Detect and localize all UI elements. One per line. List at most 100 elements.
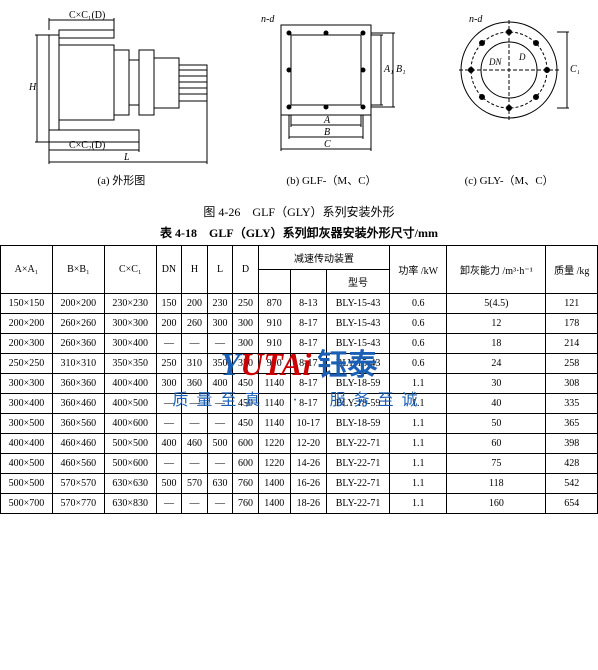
table-row: 150×150200×200230×2301502002302508708-13… — [1, 294, 598, 314]
cell-head: 1140 — [258, 394, 290, 414]
th-cap: 卸灰能力 /m³·h⁻¹ — [447, 246, 546, 294]
cell-cc1: 400×600 — [104, 414, 156, 434]
cell-h: 570 — [182, 474, 208, 494]
cell-d: 600 — [233, 434, 259, 454]
cell-model: BLY-22-71 — [326, 474, 389, 494]
cell-model: BLY-22-71 — [326, 454, 389, 474]
cell-d: 450 — [233, 414, 259, 434]
cell-h: 260 — [182, 314, 208, 334]
cell-model: BLY-15-43 — [326, 354, 389, 374]
cell-model: BLY-18-59 — [326, 414, 389, 434]
th-cc1: C×C₁ — [104, 246, 156, 294]
diagram-c-label: (c) GLY-（M、C） — [439, 172, 579, 188]
cell-kg: 428 — [546, 454, 598, 474]
th-aa1: A×A₁ — [1, 246, 53, 294]
cell-cap: 75 — [447, 454, 546, 474]
cell-aa1: 200×200 — [1, 314, 53, 334]
cell-cc1: 350×350 — [104, 354, 156, 374]
dim-C: C — [324, 139, 331, 150]
cell-bb1: 460×560 — [52, 454, 104, 474]
diagram-b: n-d A₁ B₁ A B C (b) GLF-（M、C） — [251, 10, 411, 190]
th-d: D — [233, 246, 259, 294]
table-row: 200×200260×260300×3002002603003009108-17… — [1, 314, 598, 334]
cell-l: — — [207, 334, 233, 354]
cell-dn: — — [156, 494, 182, 514]
cell-h: 360 — [182, 374, 208, 394]
cell-aa1: 400×500 — [1, 454, 53, 474]
cell-kg: 335 — [546, 394, 598, 414]
cell-l: 400 — [207, 374, 233, 394]
cell-bb1: 260×360 — [52, 334, 104, 354]
cell-cc1: 230×230 — [104, 294, 156, 314]
cell-head: 910 — [258, 314, 290, 334]
cell-kw: 1.1 — [390, 454, 447, 474]
dim-cc1d-top: C×C₁(D) — [69, 10, 105, 21]
cell-kw: 0.6 — [390, 354, 447, 374]
table-row: 400×500460×560500×600———600122014-26BLY-… — [1, 454, 598, 474]
cell-model: BLY-15-43 — [326, 314, 389, 334]
cell-kw: 1.1 — [390, 494, 447, 514]
th-bb1: B×B₁ — [52, 246, 104, 294]
cell-kg: 398 — [546, 434, 598, 454]
cell-cap: 24 — [447, 354, 546, 374]
cell-kg: 654 — [546, 494, 598, 514]
cell-bolt: 8-17 — [290, 314, 326, 334]
cell-bb1: 360×360 — [52, 374, 104, 394]
th-bolt — [290, 270, 326, 294]
cell-kg: 214 — [546, 334, 598, 354]
th-head — [258, 270, 290, 294]
cell-head: 1140 — [258, 374, 290, 394]
cell-cap: 12 — [447, 314, 546, 334]
cell-head: 1220 — [258, 454, 290, 474]
cell-bolt: 8-17 — [290, 334, 326, 354]
cell-aa1: 150×150 — [1, 294, 53, 314]
table-title: 表 4-18 GLF（GLY）系列卸灰器安装外形尺寸/mm — [0, 224, 598, 241]
th-drive: 减速传动装置 — [258, 246, 389, 270]
cell-cap: 60 — [447, 434, 546, 454]
table-row: 400×400460×460500×500400460500600122012-… — [1, 434, 598, 454]
cell-d: 600 — [233, 454, 259, 474]
cell-bolt: 8-17 — [290, 374, 326, 394]
cell-cc1: 630×630 — [104, 474, 156, 494]
cell-l: — — [207, 454, 233, 474]
cell-bb1: 200×200 — [52, 294, 104, 314]
cell-cc1: 400×400 — [104, 374, 156, 394]
cell-dn: 500 — [156, 474, 182, 494]
cell-dn: 400 — [156, 434, 182, 454]
table-row: 500×700570×770630×830———760140018-26BLY-… — [1, 494, 598, 514]
diagram-row: C×C₁(D) C×C₂(D) L H (a) 外形图 n-d A₁ B₁ — [0, 0, 598, 195]
diagram-a-label: (a) 外形图 — [19, 172, 224, 188]
cell-bolt: 16-26 — [290, 474, 326, 494]
cell-kg: 178 — [546, 314, 598, 334]
cell-head: 1400 — [258, 474, 290, 494]
cell-kw: 1.1 — [390, 414, 447, 434]
cell-dn: 250 — [156, 354, 182, 374]
cell-h: — — [182, 414, 208, 434]
table-row: 300×400360×460400×500———45011408-17BLY-1… — [1, 394, 598, 414]
cell-dn: — — [156, 334, 182, 354]
diagram-a: C×C₁(D) C×C₂(D) L H (a) 外形图 — [19, 10, 224, 190]
cell-aa1: 500×500 — [1, 474, 53, 494]
cell-model: BLY-18-59 — [326, 374, 389, 394]
cell-d: 760 — [233, 494, 259, 514]
cell-l: — — [207, 394, 233, 414]
cell-kw: 0.6 — [390, 294, 447, 314]
dim-C1: C₁ — [570, 64, 579, 75]
cell-dn: — — [156, 414, 182, 434]
th-dn: DN — [156, 246, 182, 294]
cell-d: 250 — [233, 294, 259, 314]
cell-l: 350 — [207, 354, 233, 374]
th-mass: 质量 /kg — [546, 246, 598, 294]
table-row: 250×250310×310350×3502503103503509108-17… — [1, 354, 598, 374]
cell-dn: 200 — [156, 314, 182, 334]
cell-kg: 365 — [546, 414, 598, 434]
cell-cap: 50 — [447, 414, 546, 434]
cell-bb1: 460×460 — [52, 434, 104, 454]
cell-dn: — — [156, 454, 182, 474]
dim-cc2d-bot: C×C₂(D) — [69, 140, 105, 151]
diagram-b-label: (b) GLF-（M、C） — [251, 172, 411, 188]
dim-nd-b: n-d — [261, 14, 275, 25]
th-model: 型号 — [326, 270, 389, 294]
cell-bolt: 14-26 — [290, 454, 326, 474]
cell-head: 910 — [258, 354, 290, 374]
